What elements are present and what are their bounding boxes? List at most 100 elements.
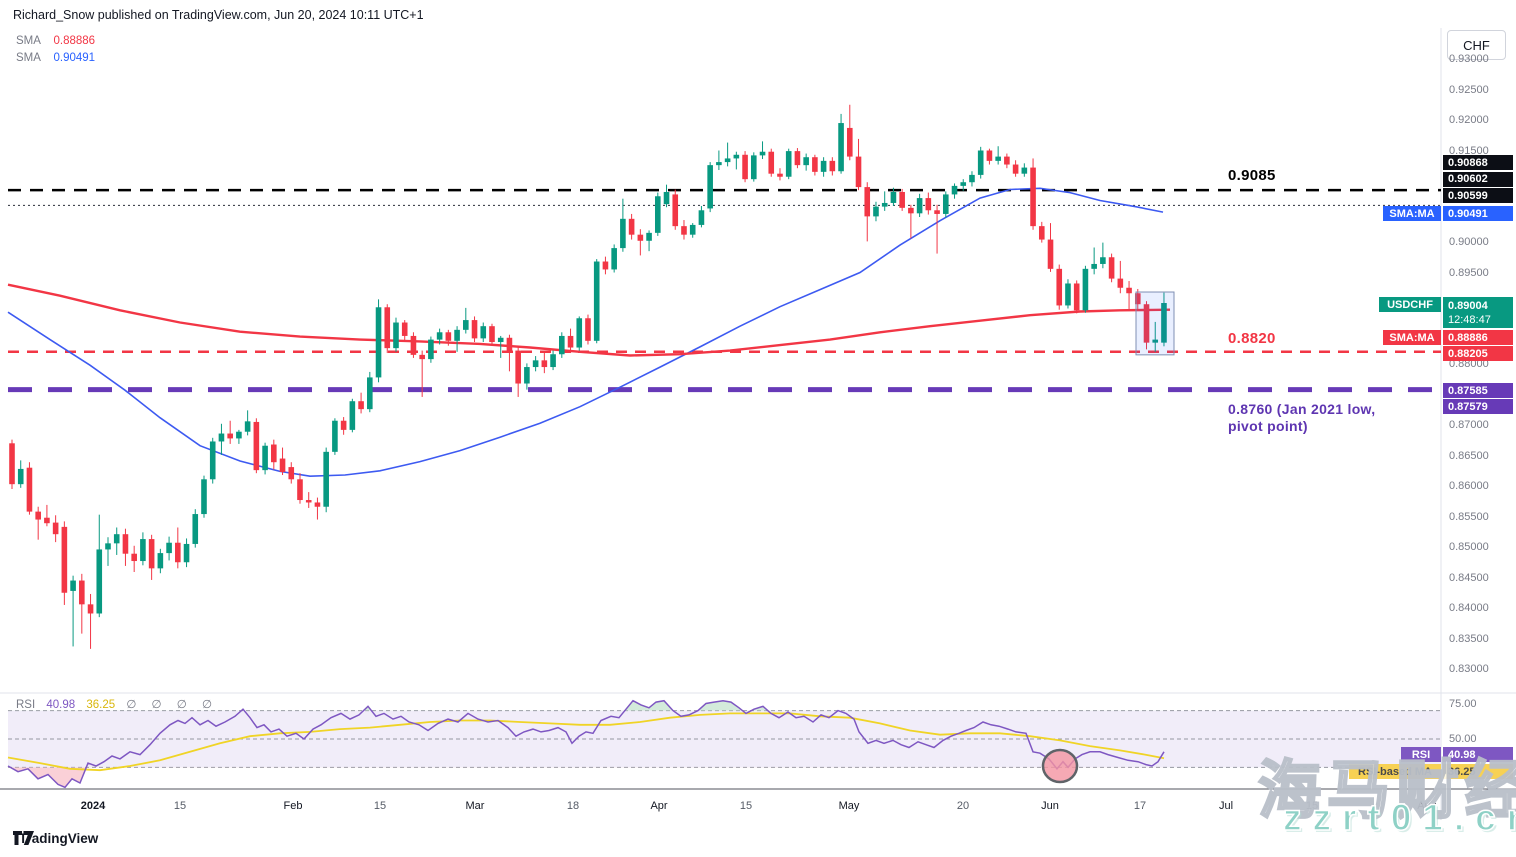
rsi-line[interactable] — [7, 699, 1165, 789]
candle-body — [166, 542, 172, 554]
price-badge-value: 0.90599 — [1448, 189, 1488, 202]
candle-body — [227, 433, 233, 439]
candle-body — [17, 468, 24, 485]
candle-body — [1091, 263, 1097, 269]
candle-body — [113, 534, 120, 544]
time-tick: 2024 — [80, 800, 106, 812]
price-tick: 0.89500 — [1449, 267, 1489, 279]
tradingview-brand[interactable]: TradingView — [13, 831, 98, 846]
candle-body — [384, 307, 391, 349]
price-tick: 0.92500 — [1449, 84, 1489, 96]
candle-body — [209, 441, 216, 480]
rsi-ma-line[interactable] — [7, 712, 1165, 772]
candle-body — [192, 514, 199, 544]
candle-body — [855, 156, 862, 188]
time-tick: 15 — [173, 800, 187, 812]
candle-body — [323, 451, 329, 507]
candle-body — [969, 174, 975, 183]
price-badge: 0.88205 — [1443, 346, 1513, 361]
time-tick: Jul — [1218, 800, 1234, 812]
candle-body — [44, 517, 50, 524]
candle-body — [899, 191, 905, 208]
candle-body — [375, 307, 382, 378]
candle-body — [297, 479, 303, 501]
candle-body — [105, 543, 111, 550]
candle-body — [244, 421, 251, 432]
candle-body — [140, 539, 146, 562]
candle-body — [436, 332, 443, 340]
candle-body — [175, 542, 181, 563]
candle-body — [550, 354, 556, 368]
price-tick: 0.83000 — [1449, 663, 1489, 675]
rsi-legend-value: 40.98 — [46, 699, 76, 711]
price-badge-value: 0.88886 — [1448, 331, 1488, 344]
time-tick: Aug — [1417, 800, 1437, 812]
level-label-9085[interactable]: 0.9085 — [1228, 167, 1276, 184]
price-tick: 0.86500 — [1449, 450, 1489, 462]
candle-body — [70, 580, 76, 591]
rsi-value-badge: 40.98 — [1443, 747, 1513, 762]
candle-body — [401, 322, 408, 336]
price-tick: 0.92000 — [1449, 114, 1489, 126]
candle-body — [838, 123, 844, 172]
price-badge-value: 0.87579 — [1448, 400, 1488, 413]
candle-body — [593, 261, 600, 341]
candle-body — [454, 329, 460, 341]
axis-label-badge: SMA:MA — [1383, 330, 1441, 345]
candle-body — [620, 218, 626, 249]
candle-body — [1012, 164, 1019, 174]
candle-body — [916, 198, 923, 214]
candle-body — [314, 502, 321, 507]
candle-body — [576, 318, 583, 348]
time-tick: 18 — [566, 800, 580, 812]
level-label-8820[interactable]: 0.8820 — [1228, 330, 1276, 347]
candle-body — [759, 151, 766, 156]
candle-body — [506, 337, 513, 351]
sma-slow-legend[interactable]: SMA 0.90491 — [16, 52, 95, 64]
candle-body — [698, 210, 705, 225]
rsi-tick: 50.00 — [1449, 733, 1477, 745]
candle-body — [515, 350, 521, 384]
sma-fast-legend[interactable]: SMA 0.88886 — [16, 35, 95, 47]
price-badge: 0.90491 — [1443, 206, 1513, 221]
highlight-box[interactable] — [1135, 291, 1175, 356]
candle-body — [279, 458, 286, 472]
axis-label-badge: SMA:MA — [1383, 206, 1441, 221]
candle-body — [253, 421, 260, 471]
candle-body — [428, 339, 434, 360]
candle-body — [942, 194, 949, 214]
candle-body — [393, 322, 399, 349]
candle-body — [602, 261, 609, 270]
price-badge: 0.87585 — [1443, 383, 1513, 398]
level-label-8760[interactable]: 0.8760 (Jan 2021 low, pivot point) — [1228, 401, 1376, 434]
candle-body — [768, 151, 775, 174]
candle-body — [881, 202, 888, 207]
candle-body — [637, 234, 644, 241]
time-tick: Apr — [650, 800, 668, 812]
candle-body — [35, 511, 41, 520]
candle-body — [646, 232, 652, 241]
price-tick: 0.91500 — [1449, 145, 1489, 157]
price-badge-value: 0.90868 — [1448, 156, 1488, 169]
watermark-url: zzrt01.cn — [1282, 796, 1516, 839]
candle-body — [986, 150, 993, 161]
rsi-ma-label-badge: RSI-based MA — [1349, 764, 1441, 779]
time-tick: Feb — [283, 800, 303, 812]
rsi-legend[interactable]: RSI 40.98 36.25 ∅ ∅ ∅ ∅ — [16, 697, 218, 711]
sma-fast-line[interactable] — [7, 283, 1171, 357]
candle-body — [681, 226, 687, 235]
candle-body — [271, 444, 277, 463]
sma-slow-line[interactable] — [7, 187, 1164, 478]
time-tick: May — [838, 800, 860, 812]
candle-body — [61, 526, 68, 593]
candle-body — [628, 218, 635, 235]
rsi-crossover-circle[interactable] — [1041, 748, 1079, 784]
candle-body — [654, 196, 661, 233]
candle-body — [131, 553, 137, 562]
currency-toggle-button[interactable]: CHF — [1447, 30, 1506, 60]
watermark-cjk: 海马财经 — [1257, 755, 1516, 828]
price-badge: 0.90602 — [1443, 171, 1513, 187]
candle-body — [1082, 268, 1089, 311]
candle-body — [340, 420, 347, 430]
